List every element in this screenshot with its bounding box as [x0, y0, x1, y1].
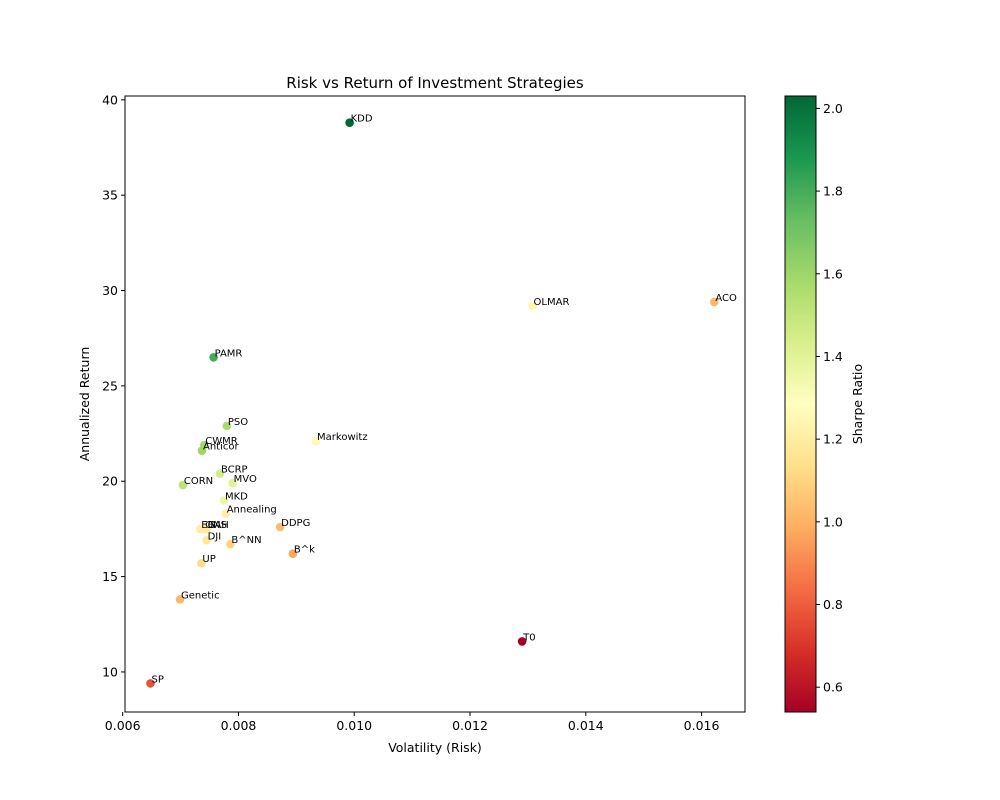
y-tick-label: 30: [102, 283, 118, 298]
point-label-sp: SP: [151, 674, 163, 685]
point-label-annealing: Annealing: [227, 505, 277, 516]
point-label-b-nn: B^NN: [231, 535, 261, 546]
point-mkd: [219, 496, 229, 505]
colorbar-tick-label: 0.8: [823, 597, 843, 612]
x-tick-label: 0.008: [221, 718, 257, 733]
colorbar-ticks: 0.6 0.8 1.0 1.2 1.4 1.6 1.8 2.0: [816, 101, 843, 695]
y-tick-label: 35: [102, 188, 118, 203]
point-label-cwmr: CWMR: [205, 436, 237, 447]
point-mvo: [228, 478, 237, 488]
x-tick-label: 0.012: [452, 718, 488, 733]
x-tick-label: 0.016: [684, 718, 720, 733]
point-label-kdd: KDD: [351, 114, 373, 125]
y-tick-label: 20: [102, 474, 118, 489]
colorbar-tick-label: 1.8: [823, 184, 843, 199]
colorbar-tick-label: 1.6: [823, 266, 843, 281]
point-t0: [517, 637, 527, 646]
point-label-mkd: MKD: [225, 491, 248, 502]
y-tick-label: 25: [102, 378, 118, 393]
x-tick-label: 0.006: [105, 718, 141, 733]
point-pso: [222, 421, 232, 431]
point-label-ons: ONS: [205, 520, 227, 531]
chart-title: Risk vs Return of Investment Strategies: [286, 74, 584, 92]
x-tick-label: 0.010: [336, 718, 372, 733]
point-b-nn: [226, 539, 235, 549]
point-label-up: UP: [202, 554, 215, 565]
point-label-b-k: B^k: [294, 545, 315, 556]
colorbar-tick-label: 1.2: [823, 432, 843, 447]
y-tick-label: 10: [102, 664, 118, 679]
point-label-t0: T0: [522, 632, 535, 643]
x-axis-ticks: 0.006 0.008 0.010 0.012 0.014 0.016: [105, 712, 720, 733]
point-label-anticor: Anticor: [203, 442, 239, 453]
colorbar-label: Sharpe Ratio: [850, 364, 865, 444]
point-label-genetic: Genetic: [181, 590, 220, 601]
colorbar-tick-label: 1.0: [823, 514, 843, 529]
point-label-aco: ACO: [715, 293, 737, 304]
point-dji: [202, 536, 211, 545]
y-axis-label: Annualized Return: [77, 347, 92, 462]
x-axis-label: Volatility (Risk): [388, 740, 482, 755]
point-label-pamr: PAMR: [215, 348, 243, 359]
y-tick-label: 40: [102, 92, 118, 107]
point-label-mvo: MVO: [234, 474, 257, 485]
point-olmar: [528, 301, 537, 311]
point-label-bcrp: BCRP: [221, 465, 248, 476]
x-tick-label: 0.014: [568, 718, 604, 733]
point-aco: [710, 297, 719, 307]
point-kdd: [345, 118, 354, 127]
point-label-pso: PSO: [228, 417, 248, 428]
point-annealing: [221, 509, 231, 518]
plot-frame: [124, 95, 746, 713]
point-label-olmar: OLMAR: [534, 297, 570, 308]
point-label-corn: CORN: [184, 476, 213, 487]
point-label-bah: BAH: [208, 520, 229, 531]
colorbar: [784, 95, 817, 713]
data-points: [146, 118, 719, 688]
point-sp: [146, 679, 155, 688]
point-label-dji: DJI: [208, 531, 222, 542]
colorbar-tick-label: 0.6: [823, 680, 843, 695]
point-bah: [202, 524, 211, 534]
y-axis-ticks: 10 15 20 25 30 35 40: [102, 92, 125, 679]
point-label-markowitz: Markowitz: [317, 432, 368, 443]
point-label-ddpg: DDPG: [281, 518, 310, 529]
point-pamr: [209, 352, 218, 362]
point-anticor: [197, 446, 207, 456]
point-markowitz: [311, 436, 321, 446]
point-bcrp: [215, 469, 225, 478]
y-tick-label: 15: [102, 569, 118, 584]
point-corn: [178, 480, 188, 490]
point-genetic: [175, 595, 185, 604]
colorbar-tick-label: 1.4: [823, 349, 843, 364]
point-up: [197, 558, 206, 568]
colorbar-tick-label: 2.0: [823, 101, 843, 116]
point-b-k: [288, 549, 298, 559]
point-ddpg: [275, 522, 285, 532]
point-label-eg: EG: [201, 520, 215, 531]
